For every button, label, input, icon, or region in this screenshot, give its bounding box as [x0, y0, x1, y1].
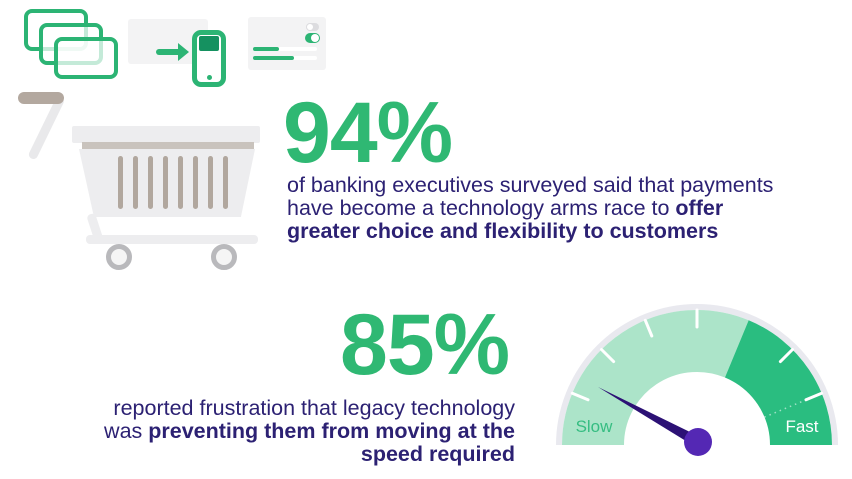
- cart-basket-bar: [163, 156, 168, 209]
- toggle-off-knob: [307, 24, 313, 30]
- arrow-head-icon: [178, 43, 189, 61]
- toggle-off-icon: [306, 23, 319, 31]
- speed-gauge: Slow Fast: [556, 304, 838, 456]
- gauge-slow-segment: [562, 310, 749, 447]
- gauge-fast-segment: [723, 320, 832, 447]
- gauge-ticks: [570, 308, 824, 402]
- cart-basket-lip: [72, 126, 260, 143]
- cart-basket-bar: [118, 156, 123, 209]
- phone-screen: [199, 36, 219, 51]
- cart-handle: [27, 95, 66, 161]
- stacked-cards-icon: [0, 0, 120, 90]
- cart-basket-bar: [178, 156, 183, 209]
- stat-94-text: of banking executives surveyed said that…: [287, 174, 847, 243]
- stat-94-line-3: greater choice and flexibility to custom…: [287, 219, 719, 243]
- cart-basket-bar: [133, 156, 138, 209]
- stat-85-line-2: was preventing them from moving at the: [104, 419, 515, 443]
- cart-wheel-right: [211, 244, 237, 270]
- cart-handle-grip: [18, 92, 64, 104]
- stat-94-line-2: have become a technology arms race to of…: [287, 196, 724, 220]
- cart-basket-bar: [148, 156, 153, 209]
- stat-94-value: 94%: [283, 85, 453, 181]
- stat-85-text: reported frustration that legacy technol…: [25, 397, 515, 466]
- cart-chassis: [86, 235, 258, 244]
- phone-home-dot: [207, 75, 212, 80]
- stat-85-value: 85%: [340, 297, 510, 393]
- toggle-on-knob: [311, 34, 319, 42]
- slider-fill-2: [253, 56, 294, 60]
- slider-fill-1: [253, 47, 279, 51]
- gauge-slow-label: Slow: [576, 417, 614, 436]
- cart-basket-bar: [208, 156, 213, 209]
- gauge-fast-label: Fast: [785, 417, 818, 436]
- card-outline-front-icon: [54, 37, 118, 79]
- slider-track-1: [253, 47, 317, 51]
- cart-basket-bar: [223, 156, 228, 209]
- stat-85-line-1: reported frustration that legacy technol…: [113, 396, 515, 420]
- cart-wheel-left: [106, 244, 132, 270]
- toggle-on-icon: [305, 33, 320, 43]
- gauge-needle-hub: [684, 428, 712, 456]
- stat-94-line-1: of banking executives surveyed said that…: [287, 173, 774, 197]
- gauge-outer-ring: [556, 304, 838, 446]
- stat-85-line-3: speed required: [360, 442, 515, 466]
- gauge-needle: [598, 387, 701, 447]
- cart-basket-stripe: [82, 142, 254, 149]
- arrow-icon: [156, 49, 181, 55]
- slider-track-2: [253, 56, 317, 60]
- cart-basket-bar: [193, 156, 198, 209]
